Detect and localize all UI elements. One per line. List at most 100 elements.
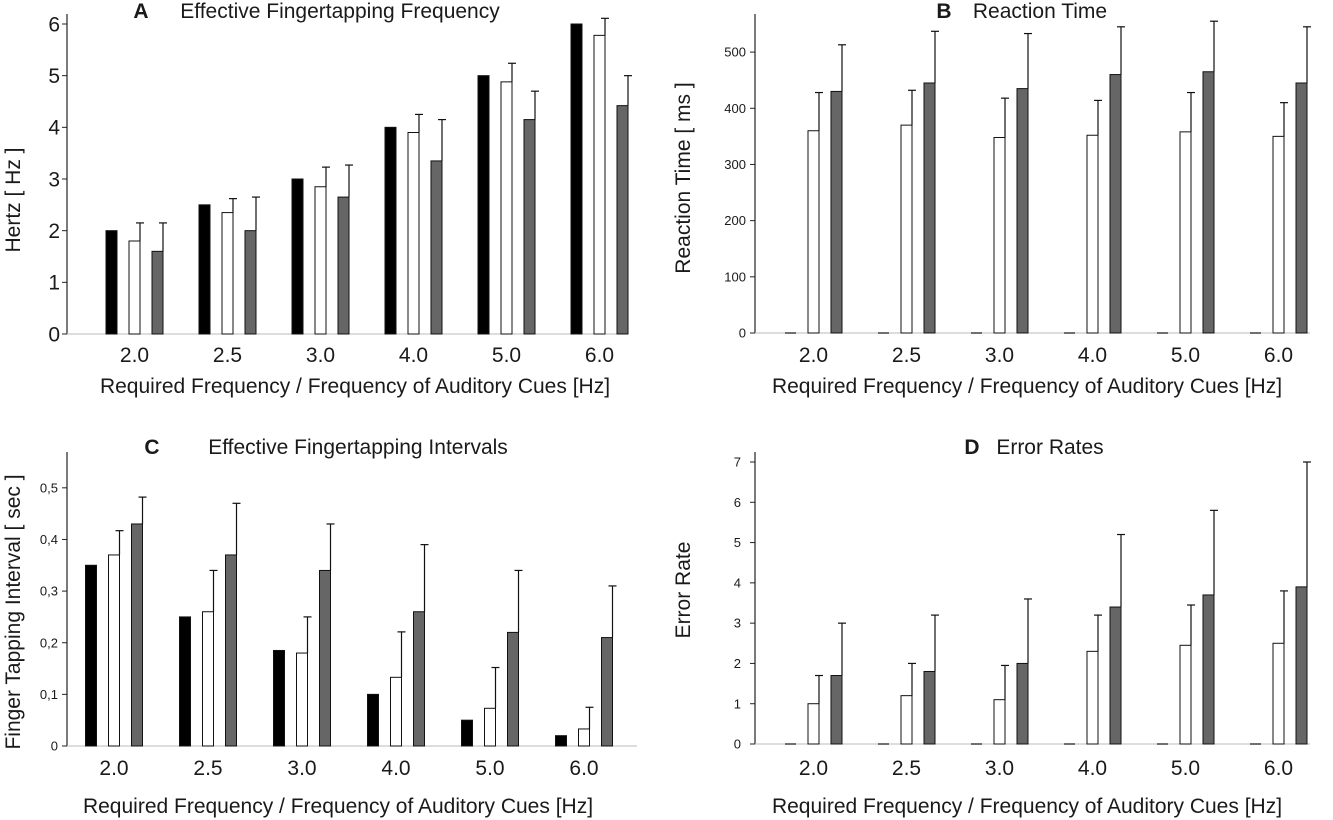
bar: [105, 230, 118, 335]
x-tick-label: 5.0: [475, 757, 504, 780]
bar: [1295, 82, 1308, 334]
y-tick-label: 300: [724, 157, 746, 172]
bar: [523, 119, 536, 335]
y-tick-label: 200: [724, 213, 746, 228]
x-tick-label: 2.5: [892, 344, 921, 367]
x-tick-label: 5.0: [1171, 757, 1200, 780]
bar: [616, 105, 629, 335]
bar: [1272, 642, 1285, 745]
panel-d: D Error Rates 0 1 2 3 4 5 6 7 Error Rate 2.0 2.5 3.0 4…: [672, 436, 1311, 818]
bar: [131, 523, 143, 747]
bar: [570, 23, 583, 335]
y-tick-label: 500: [724, 45, 746, 60]
chart-title: Effective Fingertapping Intervals: [208, 436, 508, 459]
bar: [923, 670, 936, 745]
x-axis-label: Required Frequency / Frequency of Audito…: [772, 795, 1282, 818]
bar: [993, 699, 1006, 745]
bar: [1086, 650, 1099, 745]
chart-title: Effective Fingertapping Frequency: [180, 0, 500, 23]
bar: [1295, 586, 1308, 745]
bar: [198, 204, 211, 335]
bar: [390, 676, 402, 747]
bar: [807, 703, 820, 745]
bar: [900, 695, 913, 745]
y-axis-label: Finger Tapping Interval [ sec ]: [2, 474, 25, 749]
bar: [179, 616, 191, 747]
bar: [461, 719, 473, 747]
x-tick-label: 2.5: [193, 757, 222, 780]
y-tick-label: 2: [734, 656, 741, 671]
y-tick-label: 0: [734, 737, 741, 752]
bar: [477, 75, 490, 335]
y-tick-label: 5: [734, 535, 741, 550]
bar: [593, 34, 606, 335]
bar: [830, 675, 843, 745]
x-tick-label: 3.0: [287, 757, 316, 780]
y-tick-label: 0,3: [40, 584, 58, 599]
panel-a: A Effective Fingertapping Frequency 0 1 2 3 4 5…: [2, 0, 632, 398]
x-tick-label: 2.5: [213, 344, 242, 367]
y-tick-label: 0: [739, 326, 746, 341]
bar: [993, 136, 1006, 334]
x-tick-label: 5.0: [492, 344, 521, 367]
bar: [1109, 74, 1122, 334]
bar: [291, 178, 304, 335]
y-tick-label: 5: [48, 65, 60, 88]
bar: [807, 130, 820, 334]
y-tick-label: 0,4: [40, 532, 58, 547]
x-tick-label: 2.0: [120, 344, 149, 367]
x-axis-label: Required Frequency / Frequency of Audito…: [100, 375, 610, 398]
x-tick-label: 2.0: [799, 757, 828, 780]
x-tick-label: 2.0: [99, 757, 128, 780]
x-tick-label: 2.0: [799, 344, 828, 367]
x-tick-label: 5.0: [1171, 344, 1200, 367]
x-tick-label: 6.0: [1264, 757, 1293, 780]
x-tick-label: 6.0: [585, 344, 614, 367]
y-tick-label: 2: [48, 220, 60, 243]
y-tick-label: 1: [734, 696, 741, 711]
bar: [923, 82, 936, 334]
panel-c: C Effective Fingertapping Intervals 0 0,1 0,…: [2, 436, 637, 818]
y-tick-label: 6: [734, 495, 741, 510]
bar: [407, 132, 420, 335]
bar: [225, 554, 237, 747]
y-tick-label: 0,2: [40, 635, 58, 650]
panel-letter: B: [936, 0, 951, 23]
bar: [601, 637, 613, 747]
bar: [108, 554, 120, 747]
bar: [830, 90, 843, 334]
bar: [273, 649, 285, 747]
y-tick-label: 0,5: [40, 480, 58, 495]
bar: [296, 652, 308, 747]
bar: [430, 160, 443, 335]
bar: [128, 240, 141, 335]
y-tick-label: 3: [48, 168, 60, 191]
bar: [221, 212, 234, 335]
x-tick-label: 4.0: [399, 344, 428, 367]
bar: [413, 611, 425, 747]
y-tick-label: 0: [51, 739, 58, 754]
y-tick-label: 400: [724, 101, 746, 116]
bar: [1109, 606, 1122, 745]
panel-b: B Reaction Time 0 100 200 300 400 500 Reaction T…: [672, 0, 1311, 398]
bar: [151, 250, 164, 335]
x-tick-label: 3.0: [306, 344, 335, 367]
x-tick-label: 6.0: [1264, 344, 1293, 367]
bar: [1016, 662, 1029, 745]
bar: [202, 611, 214, 747]
chart-title: Error Rates: [996, 436, 1103, 459]
bar: [900, 124, 913, 334]
x-tick-label: 4.0: [1078, 344, 1107, 367]
y-tick-label: 0,1: [40, 687, 58, 702]
bar: [500, 81, 513, 335]
panel-letter: A: [133, 0, 148, 23]
bar: [484, 707, 496, 747]
y-tick-label: 1: [48, 272, 60, 295]
bar: [337, 196, 350, 335]
x-tick-label: 2.5: [892, 757, 921, 780]
y-tick-label: 6: [48, 13, 60, 36]
bar: [1179, 131, 1192, 334]
panel-letter: C: [144, 436, 159, 459]
bar: [1272, 135, 1285, 334]
